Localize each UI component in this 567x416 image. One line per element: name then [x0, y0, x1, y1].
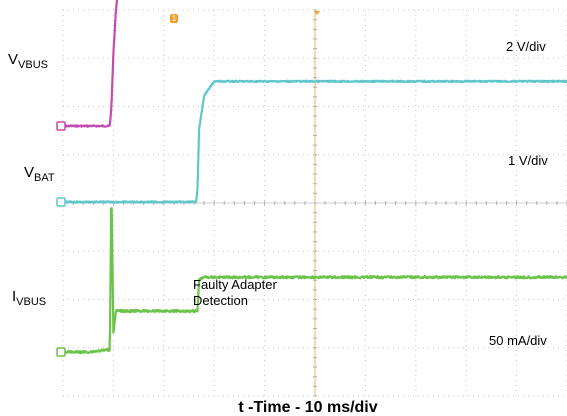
annotation-line-1: Faulty Adapter — [193, 277, 277, 292]
channel-markers: 1 — [56, 11, 320, 357]
trigger-marker: 1 — [170, 14, 178, 23]
series-label-ivbus: IVBUS — [12, 288, 46, 308]
x-axis-label: t -Time - 10 ms/div — [238, 399, 377, 416]
channel-marker-ivbus — [56, 347, 66, 357]
svg-text:1: 1 — [172, 14, 177, 23]
annotation-line-2: Detection — [193, 293, 248, 308]
scale-label-ivbus: 50 mA/div — [489, 333, 547, 348]
scale-label-vvbus: 2 V/div — [506, 39, 546, 54]
series-label-vvbus: VVBUS — [8, 51, 48, 71]
scale-label-vbat: 1 V/div — [508, 153, 548, 168]
scope-traces — [62, 0, 567, 355]
trace-ivbus — [62, 207, 567, 355]
series-label-vbat: VBAT — [24, 164, 55, 184]
trace-vbat — [62, 79, 567, 204]
center-marker — [314, 11, 320, 15]
scope-grid — [62, 9, 567, 397]
channel-marker-vbat — [56, 197, 66, 207]
channel-marker-vvbus — [56, 121, 66, 131]
